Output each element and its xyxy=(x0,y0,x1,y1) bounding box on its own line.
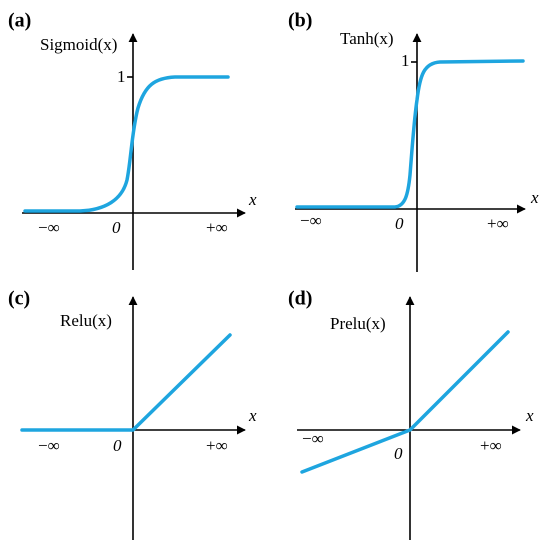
function-label: Relu(x) xyxy=(60,311,112,330)
tanh-curve xyxy=(295,59,525,209)
panel-label: (c) xyxy=(8,288,30,310)
y-tick-label: 1 xyxy=(117,67,126,86)
x-axis-label: x xyxy=(248,406,257,425)
x-axis-label: x xyxy=(248,190,257,209)
x-max-label: +∞ xyxy=(480,436,502,455)
function-label: Prelu(x) xyxy=(330,314,386,333)
x-max-label: +∞ xyxy=(206,218,228,237)
origin-label: 0 xyxy=(112,218,121,237)
x-max-label: +∞ xyxy=(206,436,228,455)
panel-label: (b) xyxy=(288,10,312,32)
x-min-label: −∞ xyxy=(302,429,324,448)
x-min-label: −∞ xyxy=(300,211,322,230)
function-label: Tanh(x) xyxy=(340,29,394,48)
y-tick-label: 1 xyxy=(401,51,410,70)
panel-c: (c) Relu(x) x 0 −∞ +∞ xyxy=(8,288,257,540)
x-axis-label: x xyxy=(530,188,539,207)
x-axis-label: x xyxy=(525,406,534,425)
panel-label: (a) xyxy=(8,10,31,32)
panel-a: (a) Sigmoid(x) 1 x 0 −∞ +∞ xyxy=(8,10,257,270)
origin-label: 0 xyxy=(394,444,403,463)
relu-curve xyxy=(20,333,232,432)
sigmoid-curve xyxy=(23,75,230,213)
x-max-label: +∞ xyxy=(487,214,509,233)
function-label: Sigmoid(x) xyxy=(40,35,117,54)
x-min-label: −∞ xyxy=(38,218,60,237)
origin-label: 0 xyxy=(395,214,404,233)
panel-label: (d) xyxy=(288,288,312,310)
panel-d: (d) Prelu(x) x 0 −∞ +∞ xyxy=(288,288,534,540)
panel-b: (b) Tanh(x) 1 x 0 −∞ +∞ xyxy=(288,10,539,272)
x-min-label: −∞ xyxy=(38,436,60,455)
origin-label: 0 xyxy=(113,436,122,455)
prelu-curve xyxy=(300,330,510,474)
